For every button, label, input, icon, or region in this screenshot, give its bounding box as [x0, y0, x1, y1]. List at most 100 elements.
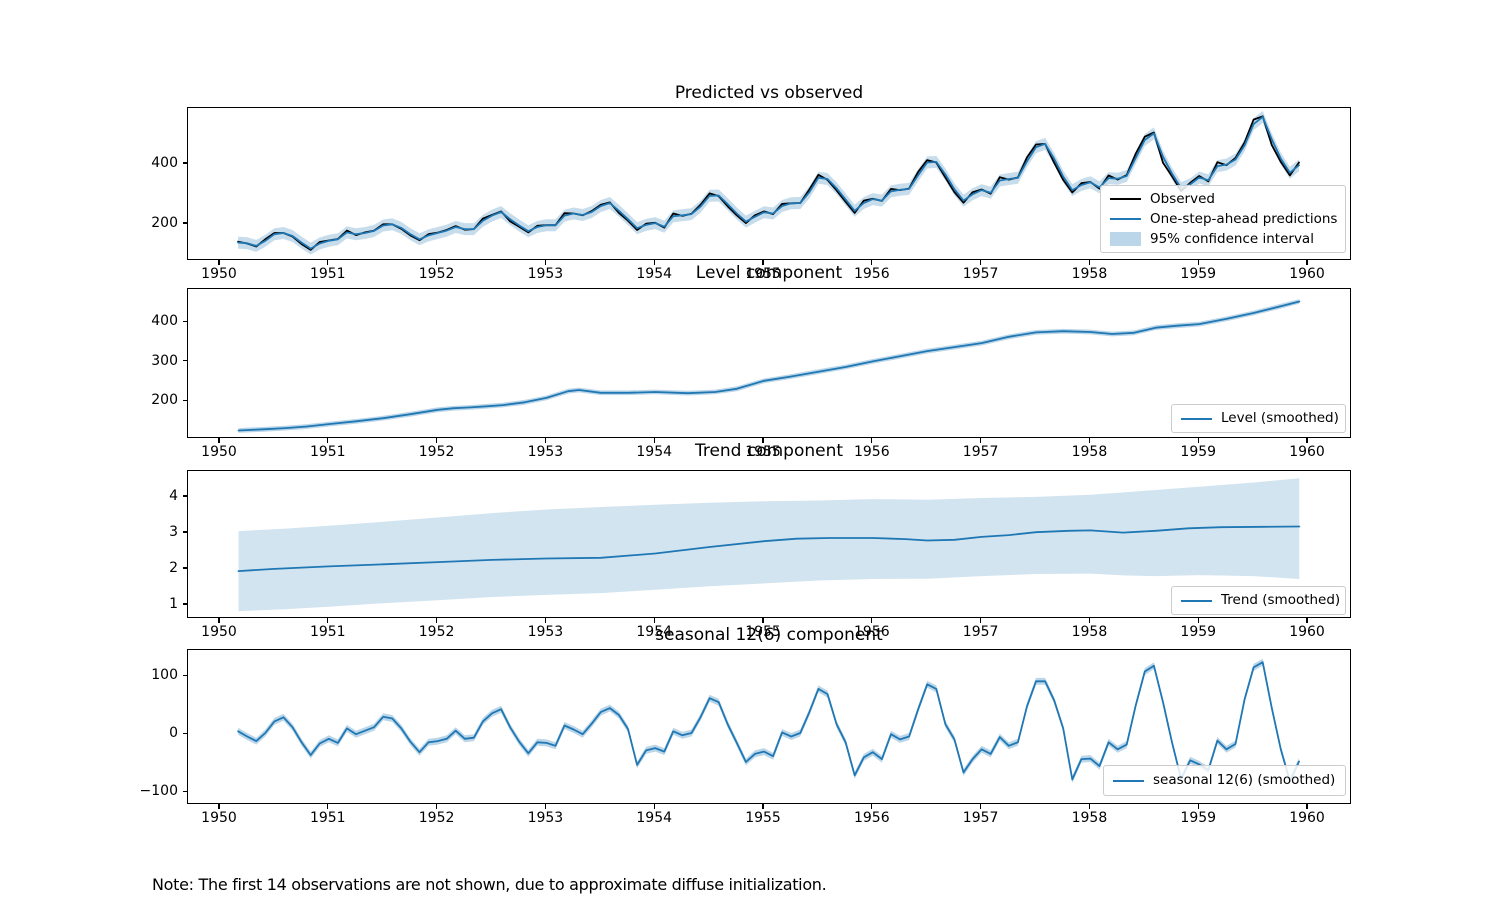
x-tick-mark	[1306, 618, 1308, 623]
y-tick-mark	[182, 531, 187, 533]
x-tick-label: 1957	[962, 266, 999, 282]
legend-label: One-step-ahead predictions	[1150, 210, 1338, 227]
x-tick-label: 1956	[853, 266, 890, 282]
x-tick-mark	[762, 438, 764, 443]
x-tick-mark	[327, 260, 329, 265]
x-tick-mark	[544, 438, 546, 443]
y-tick-label: 300	[151, 352, 178, 369]
x-tick-mark	[1306, 804, 1308, 809]
diffuse-initialization-note: Note: The first 14 observations are not …	[152, 875, 827, 894]
legend-entry: Trend (smoothed)	[1181, 592, 1340, 609]
x-tick-label: 1957	[962, 810, 999, 826]
x-tick-label: 1956	[853, 444, 890, 460]
x-tick-label: 1957	[962, 624, 999, 640]
x-tick-label: 1956	[853, 810, 890, 826]
x-tick-mark	[980, 260, 982, 265]
legend-label: Level (smoothed)	[1221, 410, 1339, 426]
level	[237, 300, 1301, 432]
x-tick-mark	[1197, 618, 1199, 623]
x-tick-mark	[544, 260, 546, 265]
x-tick-label: 1950	[201, 266, 237, 282]
x-tick-label: 1951	[309, 810, 346, 826]
predicted-vs-observed-plot	[187, 107, 1351, 260]
x-tick-label: 1953	[527, 810, 564, 826]
x-tick-label: 1954	[636, 624, 673, 640]
x-tick-mark	[653, 804, 655, 809]
x-tick-mark	[1197, 804, 1199, 809]
seasonal-band	[238, 658, 1300, 785]
y-tick-mark	[182, 567, 187, 569]
y-tick-mark	[182, 320, 187, 322]
x-tick-label: 1951	[309, 444, 346, 460]
x-tick-label: 1955	[745, 444, 781, 460]
predictions	[237, 116, 1300, 250]
trend-component-plot	[187, 470, 1351, 618]
x-tick-label: 1952	[418, 444, 455, 460]
x-tick-label: 1958	[1071, 266, 1108, 282]
legend-label: seasonal 12(6) (smoothed)	[1153, 772, 1336, 788]
x-tick-mark	[871, 804, 873, 809]
x-tick-label: 1950	[201, 444, 237, 460]
x-tick-mark	[544, 618, 546, 623]
y-tick-mark	[182, 790, 187, 792]
x-tick-label: 1954	[636, 444, 673, 460]
x-tick-mark	[435, 804, 438, 809]
y-tick-mark	[182, 222, 187, 224]
trend-component-title: Trend component	[694, 441, 844, 461]
trend-component-legend: Trend (smoothed)	[1171, 586, 1346, 615]
x-tick-mark	[544, 804, 546, 809]
x-tick-label: 1959	[1180, 266, 1217, 282]
x-tick-label: 1954	[636, 266, 673, 282]
x-tick-mark	[435, 438, 438, 443]
x-tick-mark	[218, 438, 220, 443]
x-tick-mark	[1088, 438, 1091, 443]
y-tick-label: 100	[151, 667, 178, 684]
legend-entry: One-step-ahead predictions	[1110, 210, 1338, 228]
x-tick-label: 1958	[1071, 810, 1108, 826]
x-tick-mark	[762, 618, 764, 623]
legend-label: Trend (smoothed)	[1221, 592, 1341, 608]
y-tick-label: 200	[151, 215, 178, 231]
x-tick-label: 1951	[309, 266, 346, 282]
x-tick-mark	[218, 804, 220, 809]
x-tick-label: 1958	[1071, 624, 1108, 640]
x-tick-mark	[327, 804, 329, 809]
line-swatch	[1181, 599, 1212, 602]
x-tick-mark	[327, 618, 329, 623]
y-tick-label: 400	[151, 155, 178, 171]
x-tick-label: 1951	[309, 624, 346, 640]
y-tick-label: 400	[151, 313, 178, 330]
seasonal-component-title: seasonal 12(6) component	[655, 625, 883, 645]
x-tick-label: 1960	[1289, 624, 1325, 640]
y-tick-label: 3	[169, 523, 178, 540]
x-tick-mark	[871, 618, 873, 623]
x-tick-label: 1955	[745, 810, 781, 826]
x-tick-mark	[1306, 260, 1308, 265]
x-tick-label: 1960	[1289, 810, 1325, 826]
x-tick-mark	[871, 438, 873, 443]
predicted-vs-observed-title: Predicted vs observed	[674, 83, 864, 103]
y-tick-mark	[182, 360, 187, 362]
x-tick-mark	[435, 260, 438, 265]
x-tick-mark	[980, 438, 982, 443]
y-tick-label: 2	[169, 559, 178, 576]
x-tick-label: 1953	[527, 444, 564, 460]
y-tick-mark	[182, 732, 187, 734]
y-tick-mark	[182, 162, 187, 164]
x-tick-label: 1958	[1071, 444, 1108, 460]
y-tick-label: 4	[169, 487, 178, 504]
line-swatch	[1113, 779, 1144, 782]
y-tick-mark	[182, 495, 187, 497]
y-tick-label: −100	[139, 783, 178, 800]
x-tick-label: 1954	[636, 810, 673, 826]
x-tick-mark	[218, 618, 220, 623]
x-tick-label: 1952	[418, 266, 455, 282]
y-tick-mark	[182, 603, 187, 605]
x-tick-label: 1950	[201, 624, 237, 640]
x-tick-mark	[218, 260, 220, 265]
y-tick-mark	[182, 399, 187, 402]
y-tick-label: 1	[169, 595, 178, 612]
level-band	[238, 299, 1300, 433]
trend-band	[238, 478, 1300, 612]
